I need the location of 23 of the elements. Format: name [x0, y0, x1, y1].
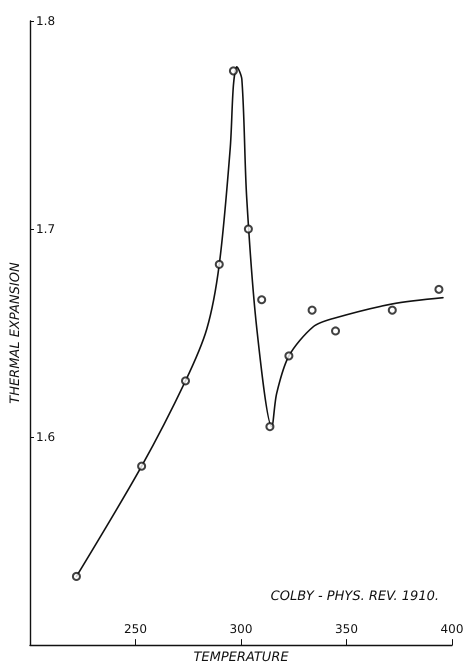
y-tick-label: 1.6: [36, 430, 56, 444]
annotation: COLBY - PHYS. REV. 1910.: [270, 589, 440, 604]
y-axis-title: THERMAL EXPANSION: [8, 262, 23, 404]
x-tick-label: 300: [230, 622, 252, 636]
point: [284, 351, 294, 360]
y-tick-label: 1.7: [36, 222, 56, 236]
point: [308, 306, 317, 315]
point: [257, 295, 266, 304]
point: [244, 224, 253, 234]
x-tick-label: 350: [335, 622, 358, 636]
point: [181, 376, 190, 386]
point: [137, 462, 146, 471]
point: [72, 572, 81, 581]
point: [434, 284, 444, 294]
point: [388, 306, 397, 315]
point: [228, 66, 238, 76]
point: [331, 326, 340, 336]
point: [265, 422, 274, 432]
x-axis-title: TEMPERATURE: [193, 650, 290, 665]
x-tick-label: 250: [124, 622, 147, 636]
point: [214, 260, 224, 269]
y-tick-label: 1.8: [36, 14, 56, 28]
x-tick-label: 400: [440, 622, 464, 636]
